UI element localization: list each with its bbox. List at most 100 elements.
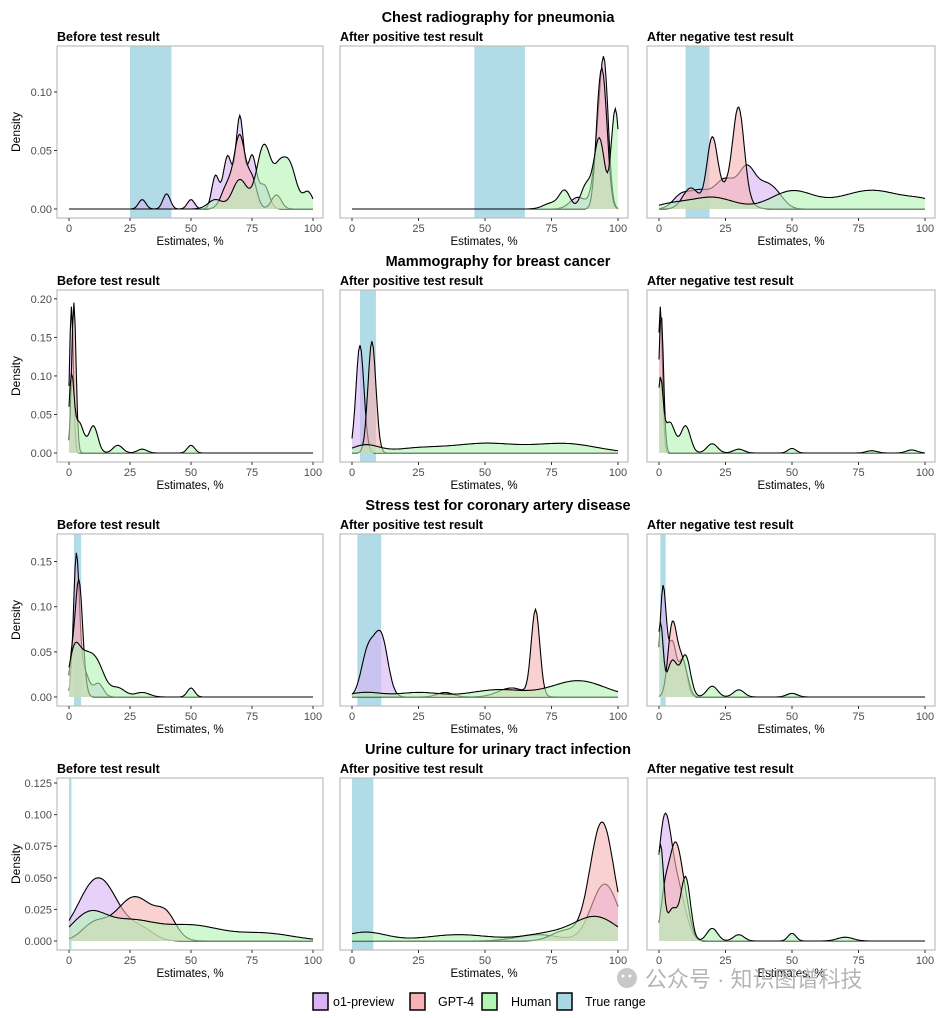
- true-range-band: [130, 46, 172, 218]
- x-tick-label: 50: [786, 223, 798, 235]
- x-axis-label: Estimates, %: [156, 968, 223, 980]
- x-tick-label: 75: [545, 955, 557, 967]
- panel-border: [339, 289, 629, 463]
- chart-row-4: Urine culture for urinary tract infectio…: [9, 742, 936, 980]
- x-axis-label: Estimates, %: [450, 480, 517, 492]
- x-tick-label: 0: [66, 711, 72, 723]
- x-tick-label: 25: [719, 955, 731, 967]
- density-human-fill: [69, 144, 313, 209]
- panel-1: Before test result 0 25 50 75 100 Estimates, %…: [31, 30, 324, 248]
- x-tick-label: 50: [786, 467, 798, 479]
- x-tick-label: 50: [786, 711, 798, 723]
- panel-border: [339, 533, 629, 707]
- x-tick-label: 75: [246, 223, 258, 235]
- density-human-line: [351, 915, 619, 939]
- x-tick-label: 0: [349, 223, 355, 235]
- y-tick-label: 0.05: [31, 145, 52, 157]
- density-o1-fill: [352, 630, 618, 697]
- x-axis-label: Estimates, %: [450, 968, 517, 980]
- x-tick-label: 0: [656, 955, 662, 967]
- y-tick-label: 0.00: [31, 448, 52, 460]
- panel-1: Before test result 0 25 50 75 100 Estimates, %…: [24, 762, 324, 980]
- x-axis-label: Estimates, %: [156, 236, 223, 248]
- x-tick-label: 0: [66, 223, 72, 235]
- panel-border: [646, 533, 936, 707]
- x-tick-label: 50: [185, 955, 197, 967]
- x-tick-label: 100: [916, 711, 934, 723]
- x-tick-label: 0: [349, 711, 355, 723]
- density-gpt-fill: [69, 302, 313, 453]
- density-human-fill: [69, 910, 313, 941]
- panel-subtitle: Before test result: [57, 762, 161, 776]
- legend-item-human: Human: [481, 992, 551, 1011]
- y-tick-label: 0.025: [24, 904, 52, 916]
- panel-2: After positive test result 0 25 50 75 100 Esti…: [339, 274, 629, 492]
- x-tick-label: 25: [124, 223, 136, 235]
- panel-border: [339, 777, 629, 951]
- density-o1-fill: [659, 306, 925, 453]
- density-human-fill: [352, 108, 618, 209]
- y-tick-label: 0.00: [31, 692, 52, 704]
- x-tick-label: 75: [545, 711, 557, 723]
- panel-1: Before test result 0 25 50 75 100 Estimates, %…: [31, 518, 324, 736]
- y-tick-label: 0.00: [31, 204, 52, 216]
- chart-title: Stress test for coronary artery disease: [365, 498, 630, 514]
- density-human-fill: [659, 621, 925, 697]
- density-o1-fill: [659, 813, 925, 941]
- density-human-line: [68, 641, 313, 698]
- density-o1-fill: [352, 345, 618, 453]
- x-tick-label: 0: [66, 955, 72, 967]
- chart-title: Chest radiography for pneumonia: [382, 10, 616, 26]
- y-tick-label: 0.05: [31, 647, 52, 659]
- x-tick-label: 75: [545, 223, 557, 235]
- y-tick-label: 0.075: [24, 841, 52, 853]
- density-o1-line: [68, 552, 313, 698]
- density-human-fill: [352, 916, 618, 941]
- true-range-band: [352, 778, 374, 950]
- legend-swatch: [556, 992, 573, 1011]
- panel-subtitle: After positive test result: [340, 274, 484, 288]
- x-tick-label: 100: [609, 223, 627, 235]
- panel-border: [56, 45, 324, 219]
- y-tick-label: 0.10: [31, 87, 52, 99]
- x-tick-label: 0: [349, 467, 355, 479]
- density-human-line: [658, 843, 925, 942]
- chart-row-2: Mammography for breast cancer Density Befo…: [9, 254, 936, 492]
- x-axis-label: Estimates, %: [757, 236, 824, 248]
- x-tick-label: 75: [852, 467, 864, 479]
- y-axis-label: Density: [9, 844, 23, 884]
- density-human-fill: [659, 190, 925, 209]
- true-range-band: [474, 46, 525, 218]
- density-human-line: [351, 442, 619, 452]
- panel-border: [646, 289, 936, 463]
- x-axis-label: Estimates, %: [450, 724, 517, 736]
- density-o1-line: [658, 812, 925, 942]
- y-tick-label: 0.100: [24, 810, 52, 822]
- watermark-text: 公众号 · 知识图谱科技: [645, 967, 863, 992]
- x-tick-label: 75: [545, 467, 557, 479]
- x-tick-label: 100: [609, 467, 627, 479]
- panel-3: After negative test result 0 25 50 75 100 Esti…: [646, 518, 936, 736]
- x-tick-label: 0: [349, 955, 355, 967]
- legend-swatch: [481, 992, 498, 1011]
- x-tick-label: 100: [304, 711, 322, 723]
- x-axis-label: Estimates, %: [757, 968, 824, 980]
- density-human-line: [68, 373, 313, 454]
- x-tick-label: 50: [479, 955, 491, 967]
- density-human-line: [352, 106, 619, 210]
- x-tick-label: 25: [719, 711, 731, 723]
- panel-border: [339, 45, 629, 219]
- panel-3: After negative test result 0 25 50 75 100 Esti…: [646, 30, 936, 248]
- x-tick-label: 0: [656, 711, 662, 723]
- x-tick-label: 0: [66, 467, 72, 479]
- density-gpt-fill: [659, 841, 925, 941]
- legend-item-true_range: True range: [556, 992, 646, 1011]
- panel-3: After negative test result 0 25 50 75 100 Esti…: [646, 762, 936, 980]
- density-human-line: [68, 909, 314, 940]
- x-tick-label: 25: [412, 955, 424, 967]
- y-axis-label: Density: [9, 112, 23, 152]
- panel-1: Before test result 0 25 50 75 100 Estimates, %…: [31, 274, 324, 492]
- x-tick-label: 50: [185, 223, 197, 235]
- density-human-fill: [352, 443, 618, 453]
- x-tick-label: 0: [656, 467, 662, 479]
